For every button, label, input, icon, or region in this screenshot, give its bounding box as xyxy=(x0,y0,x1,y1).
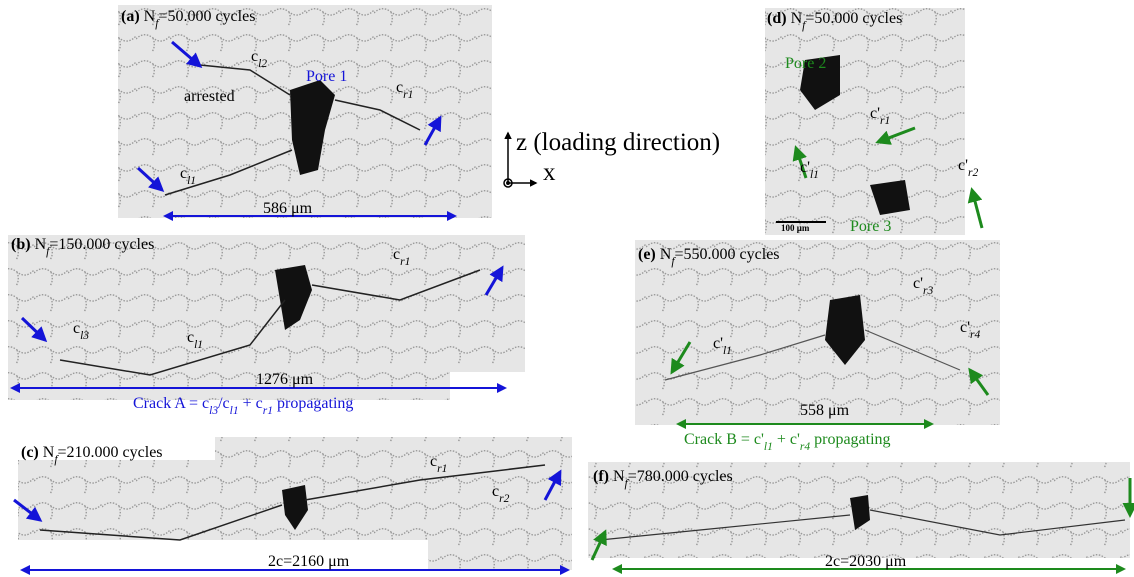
text-run: N xyxy=(43,444,55,461)
scale-label: 100 μm xyxy=(781,223,810,233)
text-run: c' xyxy=(713,335,723,352)
text-run: Crack B = c' xyxy=(684,431,764,448)
text-run: propagating xyxy=(273,395,353,412)
text-run: c' xyxy=(958,157,968,174)
text-run: c xyxy=(492,483,499,500)
text-run: c xyxy=(396,79,403,96)
note: arrested xyxy=(184,88,235,105)
scale-label: 558 μm xyxy=(800,402,850,419)
text-run: 2c=2160 μm xyxy=(268,553,350,570)
subscript: l3 xyxy=(209,405,218,417)
text-run: c' xyxy=(913,275,923,292)
text-run: =50.000 cycles xyxy=(805,10,902,27)
subscript: r3 xyxy=(923,285,933,297)
pore-label: Pore 1 xyxy=(306,68,347,85)
text-run: c xyxy=(180,165,187,182)
subscript: r1 xyxy=(263,405,273,417)
panel-label: (e) xyxy=(638,246,656,263)
text-run: c xyxy=(251,48,258,65)
subscript: r1 xyxy=(437,463,447,475)
pore-label: Pore 3 xyxy=(850,218,891,235)
subscript: l1 xyxy=(187,175,196,187)
text-run: =210.000 cycles xyxy=(58,444,163,461)
subscript: l1 xyxy=(194,339,203,351)
subscript: r2 xyxy=(499,493,509,505)
micrograph-e xyxy=(635,240,1000,425)
scale-label: 2c=2160 μm xyxy=(268,553,350,570)
text-run: 558 μm xyxy=(800,402,850,419)
x-label: x xyxy=(543,159,556,186)
text-run: propagating xyxy=(810,431,890,448)
text-run: N xyxy=(660,246,672,263)
text-run: 586 μm xyxy=(263,200,313,217)
text-run: Pore 2 xyxy=(785,55,826,72)
panel-label: (d) xyxy=(767,10,787,27)
text-run: c' xyxy=(870,105,880,122)
subscript: l1 xyxy=(764,441,773,453)
text-run: N xyxy=(144,8,156,25)
arrow xyxy=(972,190,982,228)
text-run: c' xyxy=(960,319,970,336)
text-run: =550.000 cycles xyxy=(675,246,780,263)
text-run: =780.000 cycles xyxy=(628,468,733,485)
text-run: =50.000 cycles xyxy=(158,8,255,25)
subscript: r1 xyxy=(403,89,413,101)
text-run: Pore 3 xyxy=(850,218,891,235)
text-run: + c xyxy=(239,395,263,412)
y-out-dot xyxy=(507,182,509,184)
subscript: l3 xyxy=(80,330,89,342)
text-run: arrested xyxy=(184,88,235,105)
figure: z (loading direction) x (a) Nf=50.000 cy… xyxy=(0,0,1134,577)
subscript: r4 xyxy=(800,441,810,453)
subscript: r1 xyxy=(400,256,410,268)
text-run: Pore 1 xyxy=(306,68,347,85)
scale-label: 2c=2030 μm xyxy=(825,553,907,570)
text-run: N xyxy=(35,236,47,253)
subscript: r1 xyxy=(880,115,890,127)
pore-label: Pore 2 xyxy=(785,55,826,72)
panel-label: (b) xyxy=(11,236,31,253)
scale-label: 586 μm xyxy=(263,200,313,217)
text-run: c xyxy=(393,246,400,263)
text-run: c' xyxy=(800,159,810,176)
subscript: l1 xyxy=(723,345,732,357)
micrograph-d xyxy=(765,8,965,235)
text-run: N xyxy=(791,10,803,27)
text-run: /c xyxy=(218,395,230,412)
scale-label: 1276 μm xyxy=(256,371,314,388)
caption: Crack B = c'l1 + c'r4 propagating xyxy=(684,431,891,453)
z-label: z (loading direction) xyxy=(516,129,720,156)
text-run: N xyxy=(613,468,625,485)
panel-label: (f) xyxy=(593,468,609,485)
subscript: l1 xyxy=(230,405,239,417)
subscript: r4 xyxy=(970,329,980,341)
text-run: 1276 μm xyxy=(256,371,314,388)
panel-label: (c) xyxy=(21,444,39,461)
text-run: =150.000 cycles xyxy=(49,236,154,253)
text-run: 2c=2030 μm xyxy=(825,553,907,570)
panel-label: (a) xyxy=(121,8,140,25)
subscript: l2 xyxy=(258,58,267,70)
text-run: + c' xyxy=(773,431,800,448)
text-run: c xyxy=(187,329,194,346)
caption: Crack A = cl3/cl1 + cr1 propagating xyxy=(133,395,353,417)
text-run: Crack A = c xyxy=(133,395,209,412)
text-run: 100 μm xyxy=(781,223,810,233)
text-run: c xyxy=(73,320,80,337)
micrographs xyxy=(8,5,1130,570)
subscript: r2 xyxy=(968,167,978,179)
subscript: l1 xyxy=(810,169,819,181)
text-run: c xyxy=(430,453,437,470)
